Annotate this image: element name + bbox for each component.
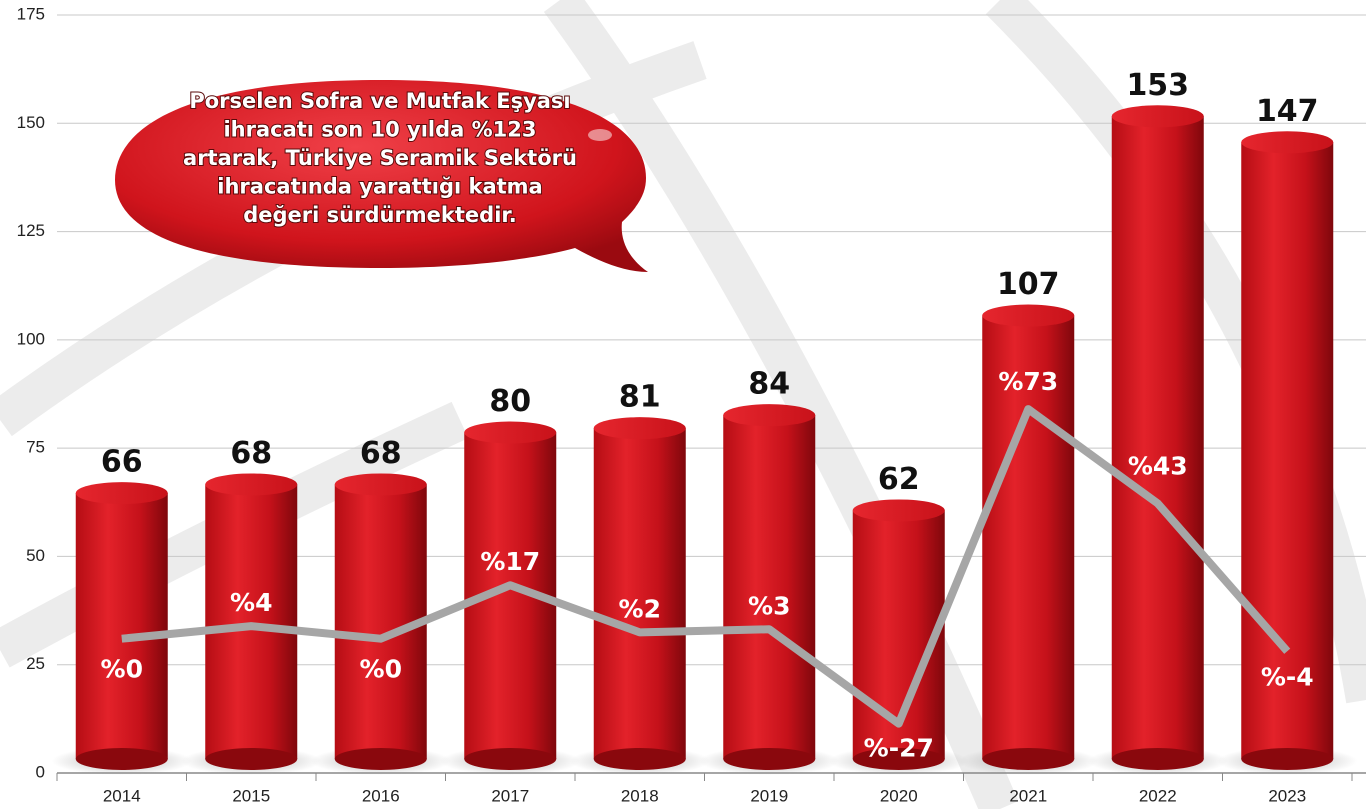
- bar-bottom: [1241, 748, 1334, 770]
- bar-value-label: 107: [997, 267, 1060, 302]
- y-tick-label: 25: [26, 654, 45, 673]
- annotation-line: Porselen Sofra ve Mutfak Eşyası: [189, 89, 570, 113]
- annotation-line: ihracatı son 10 yılda %123: [223, 118, 536, 142]
- bar-value-label: 84: [748, 367, 790, 402]
- y-tick-label: 75: [26, 438, 45, 457]
- x-tick-label: 2017: [491, 786, 529, 805]
- y-tick-label: 100: [17, 329, 45, 348]
- bar-top: [1241, 131, 1334, 154]
- bar: [1111, 116, 1204, 759]
- x-tick-label: 2020: [880, 786, 918, 805]
- bar-bottom: [205, 748, 298, 770]
- line-layer: %0 %4 %0 %17 %2 %3 %-27 %73 %43 %-4: [101, 367, 1314, 763]
- growth-line: [121, 405, 1291, 728]
- bubble-shape: [115, 80, 648, 272]
- annotation-line: değeri sürdürmektedir.: [243, 203, 517, 227]
- bars: 66 68 68 80 81 84 62 107 153 147: [51, 68, 1358, 775]
- x-tick-label: 2015: [232, 786, 270, 805]
- growth-label: %-4: [1261, 662, 1314, 691]
- bar: [593, 428, 686, 759]
- bar-top: [75, 482, 168, 505]
- growth-label: %0: [360, 655, 402, 684]
- growth-label: %4: [230, 588, 272, 617]
- bar-bottom: [593, 748, 686, 770]
- bar-value-label: 153: [1126, 68, 1189, 103]
- y-tick-label: 150: [17, 113, 45, 132]
- x-tick-label: 2021: [1009, 786, 1047, 805]
- y-tick-label: 175: [17, 4, 45, 23]
- bar-value-label: 62: [878, 462, 920, 497]
- bar-bottom: [723, 748, 816, 770]
- bar-top: [464, 421, 557, 444]
- bar-bottom: [982, 748, 1075, 770]
- x-tick-label: 2014: [103, 786, 141, 805]
- bar: [75, 493, 168, 759]
- growth-label: %2: [619, 594, 661, 623]
- growth-label: %0: [101, 655, 143, 684]
- bar-bottom: [334, 748, 427, 770]
- bar-top: [852, 499, 945, 522]
- growth-label: %73: [998, 367, 1058, 396]
- growth-label: %43: [1128, 451, 1188, 480]
- bar-value-label: 147: [1256, 94, 1319, 129]
- bar-top: [982, 304, 1075, 327]
- bar-value-label: 80: [489, 384, 531, 419]
- bar-value-label: 68: [360, 436, 402, 471]
- bar: [205, 484, 298, 759]
- bar-top: [1111, 105, 1204, 128]
- annotation: Porselen Sofra ve Mutfak Eşyası ihracatı …: [182, 88, 578, 228]
- bar: [982, 315, 1075, 759]
- bar-bottom: [852, 748, 945, 770]
- growth-label: %3: [748, 591, 790, 620]
- bar-bottom: [75, 748, 168, 770]
- growth-label: %-27: [864, 734, 934, 763]
- bar-top: [593, 417, 686, 440]
- growth-label: %17: [480, 547, 540, 576]
- y-tick-label: 125: [17, 221, 45, 240]
- bar-bottom: [464, 748, 557, 770]
- annotation-line: artarak, Türkiye Seramik Sektörü: [183, 146, 577, 170]
- bar: [723, 415, 816, 759]
- bar-value-label: 81: [619, 380, 661, 415]
- x-tick-label: 2018: [621, 786, 659, 805]
- bar-top: [334, 473, 427, 496]
- bar-top: [205, 473, 298, 496]
- bar-value-label: 66: [101, 445, 143, 480]
- bar: [1241, 142, 1334, 759]
- y-tick-label: 50: [26, 546, 45, 565]
- speech-bubble: [115, 80, 648, 272]
- bar-value-label: 68: [230, 436, 272, 471]
- x-tick-label: 2023: [1268, 786, 1306, 805]
- bar-top: [723, 404, 816, 427]
- annotation-line: ihracatında yarattığı katma: [217, 175, 542, 199]
- y-tick-label: 0: [36, 762, 45, 781]
- x-tick-label: 2016: [362, 786, 400, 805]
- x-tick-label: 2022: [1139, 786, 1177, 805]
- bar-bottom: [1111, 748, 1204, 770]
- bubble-highlight: [588, 129, 612, 141]
- x-tick-label: 2019: [750, 786, 788, 805]
